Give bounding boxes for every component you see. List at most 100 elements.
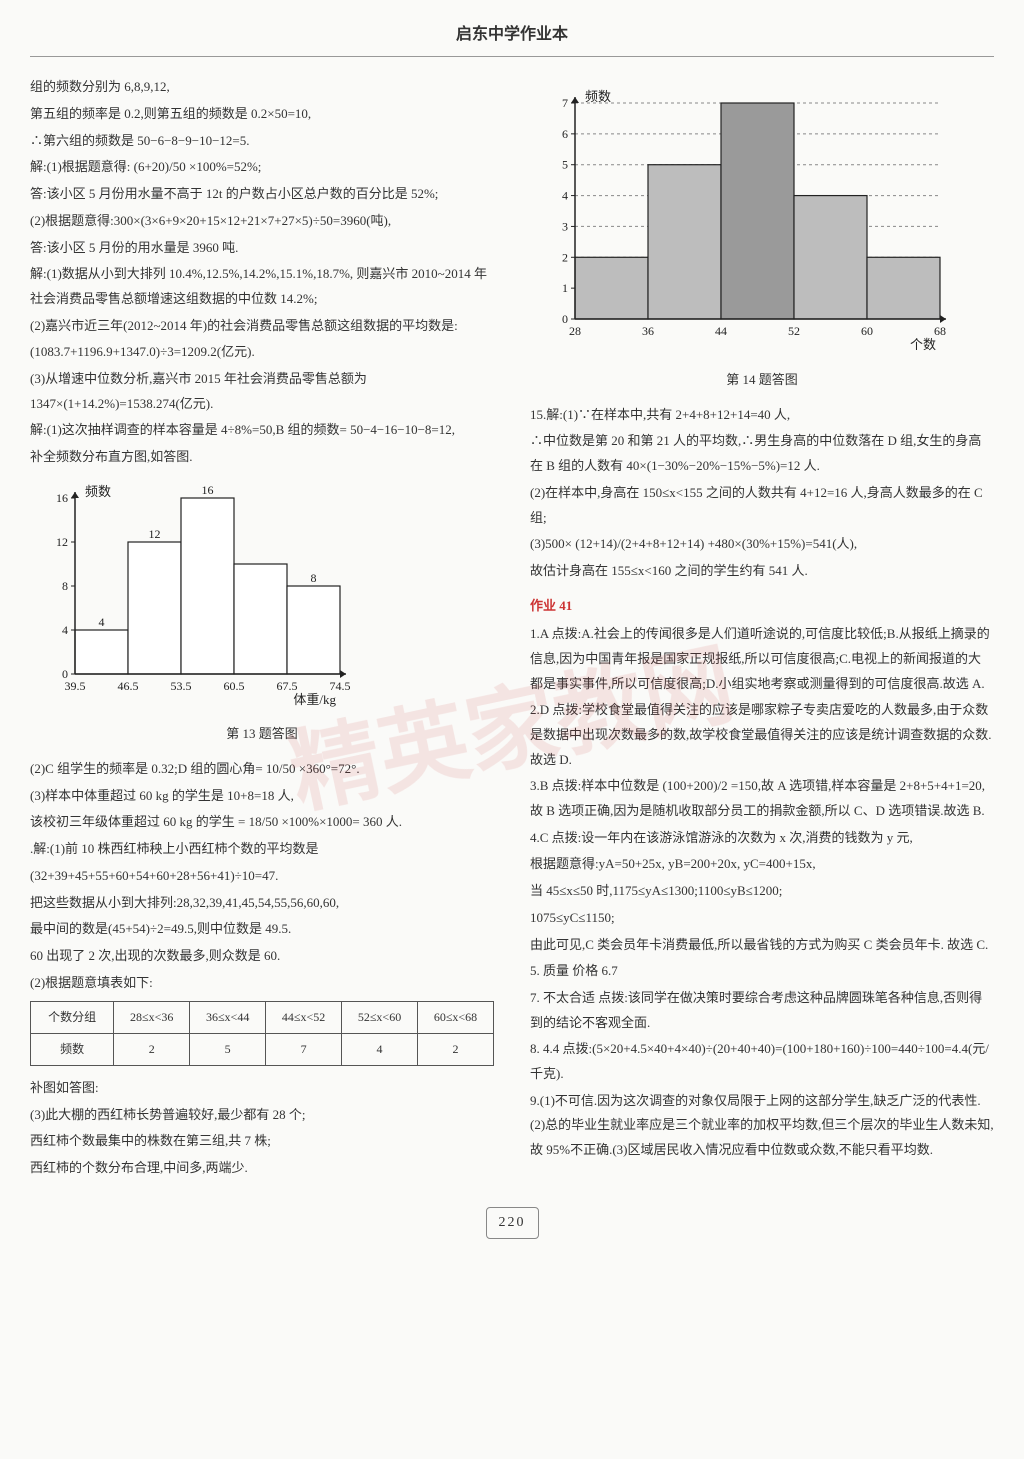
text: 4.C 点拨:设一年内在该游泳馆游泳的次数为 x 次,消费的钱数为 y 元, (530, 826, 994, 851)
text: (2)根据题意填表如下: (30, 971, 494, 996)
svg-text:7: 7 (562, 96, 568, 110)
svg-text:16: 16 (202, 483, 214, 497)
svg-text:28: 28 (569, 324, 581, 338)
text: (3)从增速中位数分析,嘉兴市 2015 年社会消费品零售总额为 1347×(1… (30, 367, 494, 416)
text: (3)500× (12+14)/(2+4+8+12+14) +480×(30%+… (530, 532, 994, 557)
svg-text:68: 68 (934, 324, 946, 338)
text: 最中间的数是(45+54)÷2=49.5,则中位数是 49.5. (30, 917, 494, 942)
left-column: 组的频数分别为 6,8,9,12, 第五组的频率是 0.2,则第五组的频数是 0… (30, 75, 494, 1182)
text: ∴中位数是第 20 和第 21 人的平均数,∴男生身高的中位数落在 D 组,女生… (530, 429, 994, 478)
page-number: 220 (30, 1207, 994, 1240)
text: 解:(1)这次抽样调查的样本容量是 4÷8%=50,B 组的频数= 50−4−1… (30, 418, 494, 443)
table-cell: 5 (190, 1034, 266, 1066)
text: 答:该小区 5 月份用水量不高于 12t 的户数占小区总户数的百分比是 52%; (30, 182, 494, 207)
svg-text:体重/kg: 体重/kg (293, 692, 336, 707)
svg-text:0: 0 (562, 312, 568, 326)
table-cell: 4 (342, 1034, 418, 1066)
text: 5. 质量 价格 6.7 (530, 959, 994, 984)
chart-13-svg: 412168048121639.546.553.560.567.574.5频数体… (30, 480, 360, 710)
text: (1083.7+1196.9+1347.0)÷3=1209.2(亿元). (30, 340, 494, 365)
text: ∴第六组的频数是 50−6−8−9−10−12=5. (30, 129, 494, 154)
divider (30, 56, 994, 57)
table-row: 频数 2 5 7 4 2 (31, 1034, 494, 1066)
svg-text:1: 1 (562, 282, 568, 296)
text: (3)此大棚的西红柿长势普遍较好,最少都有 28 个; (30, 1103, 494, 1128)
page-title: 启东中学作业本 (30, 20, 994, 50)
chart-14-svg: 01234567283644526068频数个数 (530, 85, 960, 355)
text: 该校初三年级体重超过 60 kg 的学生 = 18/50 ×100%×1000=… (30, 810, 494, 835)
text: (32+39+45+55+60+54+60+28+56+41)÷10=47. (30, 864, 494, 889)
svg-text:频数: 频数 (85, 484, 111, 499)
text: 3.B 点拨:样本中位数是 (100+200)/2 =150,故 A 选项错,样… (530, 774, 994, 823)
table-cell: 个数分组 (31, 1002, 114, 1034)
frequency-table: 个数分组 28≤x<36 36≤x<44 44≤x<52 52≤x<60 60≤… (30, 1001, 494, 1066)
text: 15.解:(1)∵在样本中,共有 2+4+8+12+14=40 人, (530, 403, 994, 428)
right-column: 01234567283644526068频数个数 第 14 题答图 15.解:(… (530, 75, 994, 1182)
svg-text:46.5: 46.5 (118, 679, 139, 693)
svg-text:39.5: 39.5 (65, 679, 86, 693)
text: 补全频数分布直方图,如答图. (30, 445, 494, 470)
text: 1075≤yC≤1150; (530, 906, 994, 931)
text: 8. 4.4 点拨:(5×20+4.5×40+4×40)÷(20+40+40)=… (530, 1037, 994, 1086)
page-number-value: 220 (486, 1207, 539, 1240)
text: (2)在样本中,身高在 150≤x<155 之间的人数共有 4+12=16 人,… (530, 481, 994, 530)
text: 由此可见,C 类会员年卡消费最低,所以最省钱的方式为购买 C 类会员年卡. 故选… (530, 933, 994, 958)
text: 2.D 点拨:学校食堂最值得关注的应该是哪家粽子专卖店爱吃的人数最多,由于众数是… (530, 698, 994, 772)
text: 根据题意得:yA=50+25x, yB=200+20x, yC=400+15x, (530, 852, 994, 877)
svg-text:4: 4 (62, 623, 68, 637)
text: 把这些数据从小到大排列:28,32,39,41,45,54,55,56,60,6… (30, 891, 494, 916)
text: 组的频数分别为 6,8,9,12, (30, 75, 494, 100)
text: 答:该小区 5 月份的用水量是 3960 吨. (30, 236, 494, 261)
text: (2)根据题意得:300×(3×6+9×20+15×12+21×7+27×5)÷… (30, 209, 494, 234)
text: 西红柿的个数分布合理,中间多,两端少. (30, 1156, 494, 1181)
text: 9.(1)不可信.因为这次调查的对象仅局限于上网的这部分学生,缺乏广泛的代表性.… (530, 1089, 994, 1163)
svg-text:个数: 个数 (910, 337, 936, 352)
svg-text:3: 3 (562, 220, 568, 234)
table-row: 个数分组 28≤x<36 36≤x<44 44≤x<52 52≤x<60 60≤… (31, 1002, 494, 1034)
text: 当 45≤x≤50 时,1175≤yA≤1300;1100≤yB≤1200; (530, 879, 994, 904)
svg-text:8: 8 (62, 579, 68, 593)
svg-text:12: 12 (149, 527, 161, 541)
text: 故估计身高在 155≤x<160 之间的学生约有 541 人. (530, 559, 994, 584)
text: 解:(1)根据题意得: (6+20)/50 ×100%=52%; (30, 155, 494, 180)
text: .解:(1)前 10 株西红柿秧上小西红柿个数的平均数是 (30, 837, 494, 862)
svg-text:2: 2 (562, 251, 568, 265)
text: (2)嘉兴市近三年(2012~2014 年)的社会消费品零售总额这组数据的平均数… (30, 314, 494, 339)
svg-text:4: 4 (562, 189, 568, 203)
text: (3)样本中体重超过 60 kg 的学生是 10+8=18 人, (30, 784, 494, 809)
svg-text:60: 60 (861, 324, 873, 338)
svg-text:4: 4 (99, 615, 105, 629)
section-heading: 作业 41 (530, 594, 994, 619)
text: 60 出现了 2 次,出现的次数最多,则众数是 60. (30, 944, 494, 969)
content-columns: 组的频数分别为 6,8,9,12, 第五组的频率是 0.2,则第五组的频数是 0… (30, 75, 994, 1182)
table-cell: 60≤x<68 (418, 1002, 494, 1034)
svg-text:6: 6 (562, 127, 568, 141)
svg-text:74.5: 74.5 (330, 679, 351, 693)
table-cell: 2 (418, 1034, 494, 1066)
text: (2)C 组学生的频率是 0.32;D 组的圆心角= 10/50 ×360°=7… (30, 757, 494, 782)
table-cell: 44≤x<52 (266, 1002, 342, 1034)
svg-text:60.5: 60.5 (224, 679, 245, 693)
text: 解:(1)数据从小到大排列 10.4%,12.5%,14.2%,15.1%,18… (30, 262, 494, 311)
table-cell: 28≤x<36 (114, 1002, 190, 1034)
text: 第五组的频率是 0.2,则第五组的频数是 0.2×50=10, (30, 102, 494, 127)
table-cell: 频数 (31, 1034, 114, 1066)
chart-13: 412168048121639.546.553.560.567.574.5频数体… (30, 480, 494, 719)
chart-13-caption: 第 13 题答图 (30, 722, 494, 747)
chart-14-caption: 第 14 题答图 (530, 368, 994, 393)
svg-text:53.5: 53.5 (171, 679, 192, 693)
text: 补图如答图: (30, 1076, 494, 1101)
svg-text:52: 52 (788, 324, 800, 338)
table-cell: 52≤x<60 (342, 1002, 418, 1034)
svg-text:67.5: 67.5 (277, 679, 298, 693)
svg-text:5: 5 (562, 158, 568, 172)
table-cell: 7 (266, 1034, 342, 1066)
svg-text:频数: 频数 (585, 89, 611, 104)
svg-text:8: 8 (311, 571, 317, 585)
text: 1.A 点拨:A.社会上的传闻很多是人们道听途说的,可信度比较低;B.从报纸上摘… (530, 622, 994, 696)
svg-text:36: 36 (642, 324, 654, 338)
svg-text:16: 16 (56, 491, 68, 505)
table-cell: 2 (114, 1034, 190, 1066)
text: 7. 不太合适 点拨:该同学在做决策时要综合考虑这种品牌圆珠笔各种信息,否则得到… (530, 986, 994, 1035)
table-cell: 36≤x<44 (190, 1002, 266, 1034)
